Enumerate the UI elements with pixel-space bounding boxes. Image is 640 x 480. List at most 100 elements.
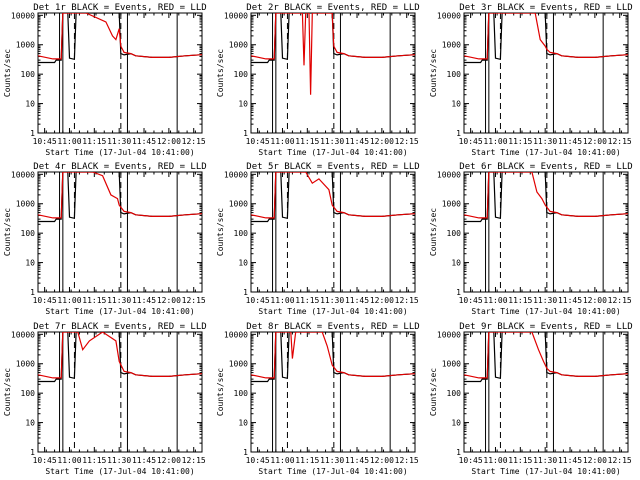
x-tick-label: 12:15 bbox=[395, 296, 419, 305]
x-tick-label: 11:15 bbox=[82, 296, 106, 305]
data-series-group bbox=[464, 172, 628, 223]
x-tick-label: 10:45 bbox=[459, 456, 483, 465]
x-tick-label: 11:00 bbox=[483, 296, 507, 305]
detector-panel-7: Det 7r BLACK = Events, RED = LLD Counts/s… bbox=[3, 322, 207, 476]
y-tick-label: 10000 bbox=[224, 170, 248, 179]
x-tick-label: 11:15 bbox=[508, 456, 532, 465]
y-tick-label: 100 bbox=[21, 389, 36, 398]
x-tick-label: 11:30 bbox=[320, 456, 344, 465]
x-tick-label: 11:00 bbox=[57, 137, 81, 146]
x-tick-label: 11:00 bbox=[270, 137, 294, 146]
y-tick-label: 10 bbox=[25, 419, 35, 428]
y-tick-label: 1 bbox=[456, 129, 461, 138]
detector-panel-9: Det 9r BLACK = Events, RED = LLD Counts/s… bbox=[429, 322, 633, 476]
y-tick-label: 10000 bbox=[224, 330, 248, 339]
x-tick-label: 12:15 bbox=[608, 456, 632, 465]
x-tick-label: 11:45 bbox=[558, 137, 582, 146]
y-tick-label: 1 bbox=[456, 448, 461, 457]
y-tick-label: 1 bbox=[30, 129, 35, 138]
x-tick-label: 11:15 bbox=[82, 137, 106, 146]
y-tick-label: 1 bbox=[243, 448, 248, 457]
x-tick-label: 11:30 bbox=[320, 296, 344, 305]
x-tick-label: 12:15 bbox=[395, 137, 419, 146]
y-axis-label: Counts/sec bbox=[216, 368, 225, 416]
plot-frame bbox=[250, 171, 416, 293]
x-tick-label: 10:45 bbox=[246, 137, 270, 146]
y-axis-label: Counts/sec bbox=[3, 49, 12, 97]
y-tick-label: 10 bbox=[238, 419, 248, 428]
plot-frame bbox=[37, 331, 203, 453]
detector-panel-1: Det 1r BLACK = Events, RED = LLD Counts/s… bbox=[3, 3, 207, 157]
x-tick-label: 11:30 bbox=[533, 296, 557, 305]
plot-frame bbox=[37, 171, 203, 293]
lld-series-line bbox=[464, 332, 628, 379]
x-tick-label: 11:15 bbox=[508, 137, 532, 146]
y-tick-label: 100 bbox=[21, 229, 36, 238]
x-tick-label: 11:30 bbox=[320, 137, 344, 146]
detector-panel-6: Det 6r BLACK = Events, RED = LLD Counts/s… bbox=[429, 162, 633, 316]
x-tick-label: 10:45 bbox=[459, 137, 483, 146]
panel-title: Det 9r BLACK = Events, RED = LLD bbox=[459, 322, 632, 332]
lld-series-line bbox=[251, 172, 415, 219]
x-tick-label: 10:45 bbox=[33, 456, 57, 465]
plot-frame bbox=[463, 331, 629, 453]
x-tick-label: 12:00 bbox=[157, 296, 181, 305]
y-tick-label: 100 bbox=[234, 70, 249, 79]
x-tick-label: 10:45 bbox=[459, 296, 483, 305]
data-series-group bbox=[38, 13, 202, 64]
panel-title: Det 4r BLACK = Events, RED = LLD bbox=[33, 162, 206, 172]
panel-title: Det 1r BLACK = Events, RED = LLD bbox=[33, 3, 206, 13]
y-tick-label: 1 bbox=[30, 448, 35, 457]
detector-panel-2: Det 2r BLACK = Events, RED = LLD Counts/s… bbox=[216, 3, 420, 157]
x-tick-label: 11:45 bbox=[345, 296, 369, 305]
lld-series-line bbox=[464, 172, 628, 219]
x-tick-label: 11:45 bbox=[132, 456, 156, 465]
x-tick-label: 11:30 bbox=[107, 456, 131, 465]
panel-title: Det 8r BLACK = Events, RED = LLD bbox=[246, 322, 419, 332]
x-tick-label: 10:45 bbox=[246, 296, 270, 305]
y-tick-label: 1 bbox=[456, 288, 461, 297]
y-tick-label: 1000 bbox=[16, 360, 35, 369]
detector-panel-8: Det 8r BLACK = Events, RED = LLD Counts/s… bbox=[216, 322, 420, 476]
y-tick-label: 1000 bbox=[16, 41, 35, 50]
panel-title: Det 3r BLACK = Events, RED = LLD bbox=[459, 3, 632, 13]
x-tick-label: 11:30 bbox=[107, 137, 131, 146]
y-axis-label: Counts/sec bbox=[429, 49, 438, 97]
x-tick-label: 10:45 bbox=[33, 296, 57, 305]
y-tick-label: 1000 bbox=[442, 200, 461, 209]
detector-panel-4: Det 4r BLACK = Events, RED = LLD Counts/s… bbox=[3, 162, 207, 316]
x-axis-label: Start Time (17-Jul-04 10:41:00) bbox=[258, 148, 407, 157]
y-tick-label: 10000 bbox=[224, 11, 248, 20]
x-tick-label: 11:00 bbox=[483, 456, 507, 465]
lld-series-line bbox=[38, 332, 202, 379]
x-tick-label: 11:15 bbox=[295, 137, 319, 146]
y-tick-label: 1000 bbox=[229, 360, 248, 369]
x-tick-label: 11:30 bbox=[107, 296, 131, 305]
lld-series-line bbox=[38, 172, 202, 219]
x-tick-label: 12:15 bbox=[608, 137, 632, 146]
y-axis-label: Counts/sec bbox=[429, 368, 438, 416]
y-axis-label: Counts/sec bbox=[429, 208, 438, 256]
x-tick-label: 11:15 bbox=[295, 296, 319, 305]
data-series-group bbox=[464, 332, 628, 383]
x-tick-label: 12:15 bbox=[608, 296, 632, 305]
y-tick-label: 1 bbox=[30, 288, 35, 297]
y-tick-label: 10 bbox=[451, 419, 461, 428]
x-tick-label: 11:30 bbox=[533, 456, 557, 465]
x-axis-label: Start Time (17-Jul-04 10:41:00) bbox=[471, 467, 620, 476]
y-tick-label: 100 bbox=[21, 70, 36, 79]
x-tick-label: 11:45 bbox=[345, 137, 369, 146]
x-tick-label: 11:45 bbox=[558, 456, 582, 465]
x-axis-label: Start Time (17-Jul-04 10:41:00) bbox=[45, 307, 194, 316]
lld-series-line bbox=[38, 13, 202, 60]
y-tick-label: 100 bbox=[234, 389, 249, 398]
data-series-group bbox=[464, 13, 628, 64]
y-tick-label: 10000 bbox=[437, 170, 461, 179]
data-series-group bbox=[38, 172, 202, 223]
y-tick-label: 1000 bbox=[16, 200, 35, 209]
y-tick-label: 100 bbox=[447, 229, 462, 238]
y-tick-label: 10 bbox=[238, 259, 248, 268]
y-tick-label: 10000 bbox=[437, 11, 461, 20]
panel-title: Det 7r BLACK = Events, RED = LLD bbox=[33, 322, 206, 332]
